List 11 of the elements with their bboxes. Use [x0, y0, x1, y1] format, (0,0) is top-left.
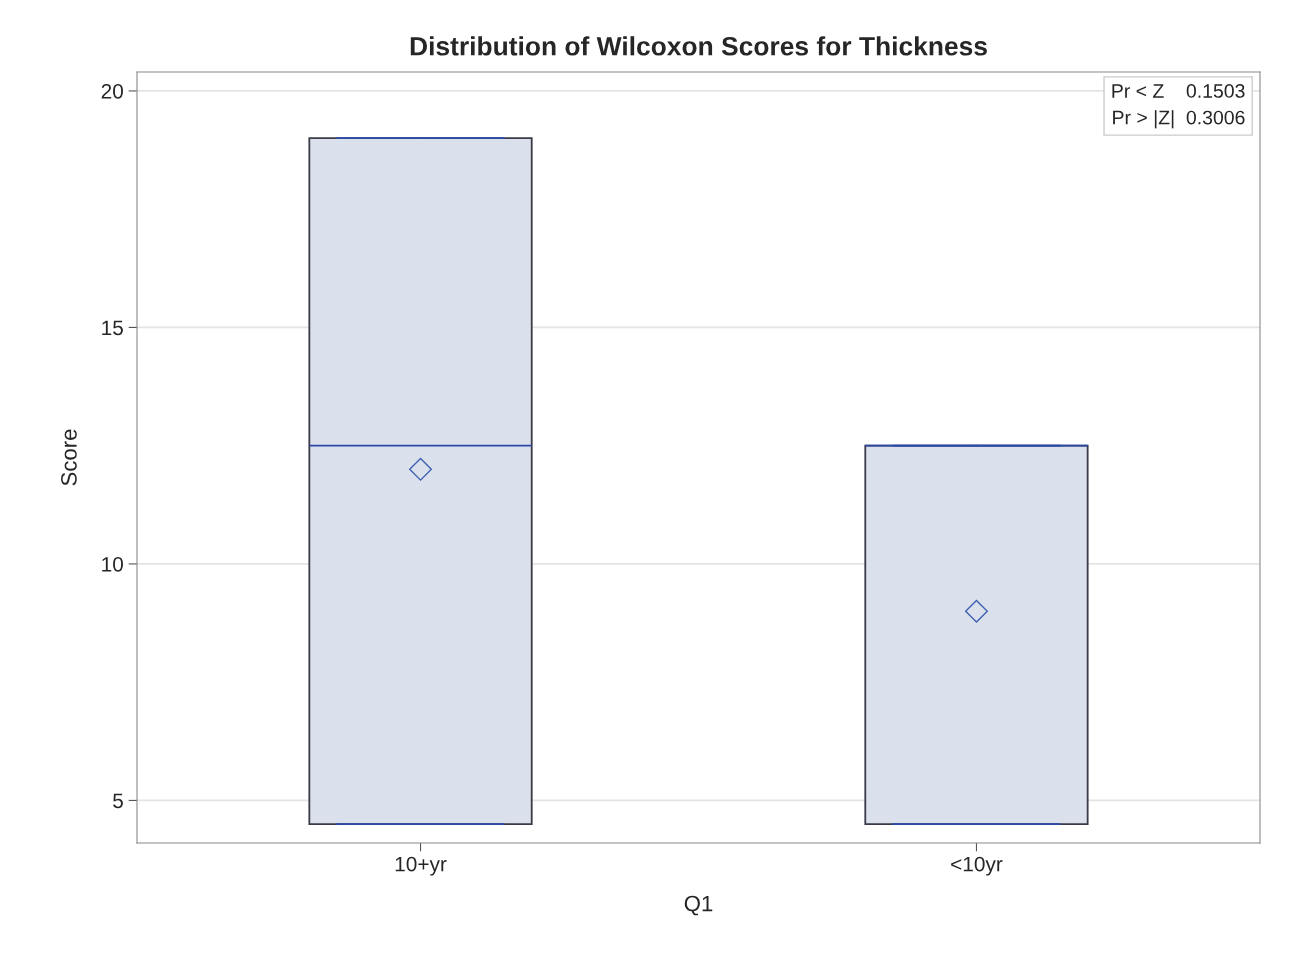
y-tick-label: 10: [102, 556, 123, 572]
annotation: Pr > |Z| 0.3006: [1113, 110, 1245, 129]
y-tick-label: 15: [102, 320, 123, 336]
y-tick-label: 20: [101, 83, 123, 99]
y-tick-label: 5: [113, 793, 123, 809]
x-axis-title: Q1: [684, 895, 713, 916]
chart-title: Distribution of Wilcoxon Scores for Thickness: [410, 36, 987, 56]
annotation: Pr < Z 0.1503: [1112, 84, 1245, 98]
y-axis-title: Score: [61, 429, 77, 486]
x-tick-label: <10yr: [951, 856, 1003, 876]
x-tick-label: 10+yr: [395, 856, 447, 876]
